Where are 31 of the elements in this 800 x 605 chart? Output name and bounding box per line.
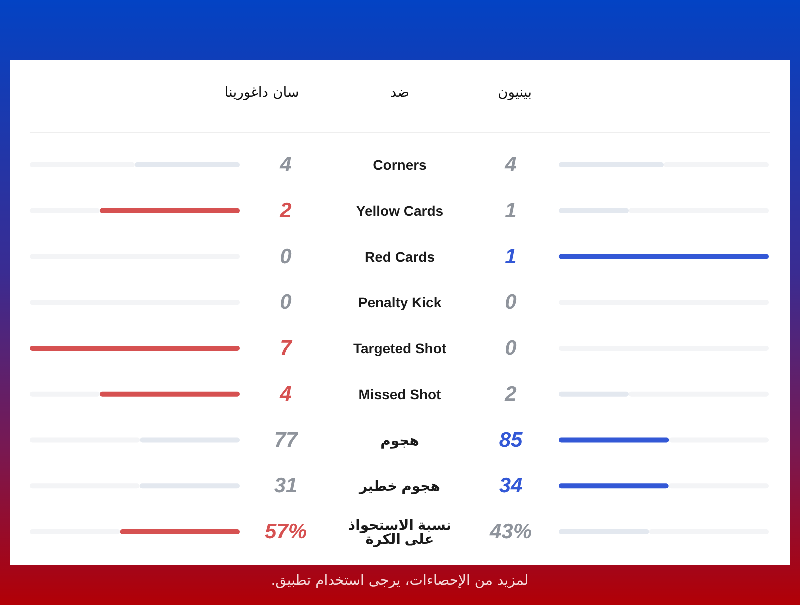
data-label: 0 (505, 337, 518, 360)
data-label: 77 (274, 428, 299, 452)
data-label: 7 (280, 337, 294, 360)
data-label: 0 (280, 291, 292, 314)
text: لمزيد من الإحصاءات، يرجى استخدام تطبيق. (271, 573, 529, 589)
category-label: Penalty Kick (358, 294, 442, 311)
category-label: نسبة الاستحواذ على الكرة (348, 517, 452, 548)
data-label: 2 (504, 382, 518, 406)
category-label: Targeted Shot (353, 340, 447, 356)
data-label: 4 (279, 382, 292, 406)
category-label: Red Cards (364, 248, 436, 265)
data-label: 85 (499, 428, 523, 452)
data-label: 31 (274, 474, 298, 498)
data-label: 43% (488, 520, 532, 544)
category-label: هجوم (380, 432, 420, 450)
data-label: 1 (505, 245, 517, 268)
data-label: 34 (499, 474, 523, 498)
data-label: 2 (279, 199, 292, 222)
text: بينيون (498, 85, 532, 101)
category-label: Yellow Cards (356, 202, 444, 219)
category-label: هجوم خطير (358, 478, 440, 496)
category-label: Missed Shot (358, 386, 442, 402)
data-label: 57% (264, 520, 308, 544)
text: سان داغورينا (224, 85, 300, 101)
category-label: Corners (373, 157, 428, 173)
text: ضد (390, 85, 410, 101)
data-label: 0 (280, 245, 292, 268)
data-label: 4 (279, 154, 292, 176)
data-label: 1 (505, 199, 517, 222)
data-label: 4 (504, 154, 518, 176)
data-label: 0 (505, 291, 518, 314)
